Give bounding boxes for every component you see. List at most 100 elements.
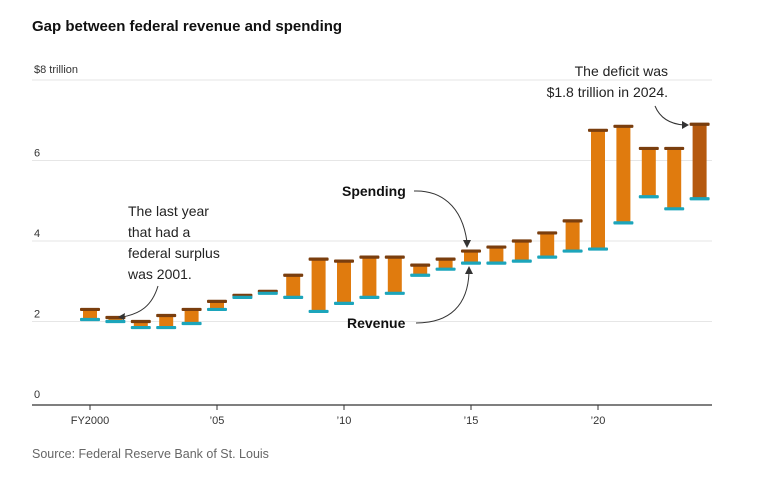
spending-marker bbox=[283, 273, 304, 277]
spending-arrow-line bbox=[413, 190, 468, 243]
gap-bar bbox=[108, 317, 123, 322]
gap-bar bbox=[641, 148, 656, 197]
gap-bar bbox=[387, 257, 402, 294]
spending-arrow-head bbox=[463, 240, 471, 248]
revenue-marker bbox=[384, 291, 405, 295]
spending-marker bbox=[664, 146, 685, 151]
revenue-marker bbox=[537, 255, 558, 259]
deficit-annotation: The deficit was $1.8 trillion in 2024. bbox=[547, 63, 689, 129]
gap-bar bbox=[159, 315, 174, 328]
deficit-note-line-2: $1.8 trillion in 2024. bbox=[547, 84, 668, 100]
surplus-note-line-4: was 2001. bbox=[127, 266, 192, 282]
spending-marker bbox=[689, 122, 710, 126]
revenue-label-group: Revenue bbox=[347, 266, 473, 331]
spending-label: Spending bbox=[342, 183, 406, 199]
spending-marker bbox=[130, 319, 151, 324]
x-tick-label: FY2000 bbox=[71, 415, 110, 427]
bars bbox=[80, 122, 710, 330]
chart-svg: 0 2 4 6 FY2000 ’05 ’10 ’15 ’20 $8 trillion The l… bbox=[32, 63, 712, 427]
y-tick-label: 2 bbox=[34, 309, 40, 321]
chart-title: Gap between federal revenue and spending bbox=[32, 18, 343, 35]
spending-marker bbox=[334, 259, 354, 263]
revenue-marker bbox=[359, 295, 380, 299]
surplus-annotation: The last year that had a federal surplus… bbox=[118, 203, 220, 320]
revenue-marker bbox=[562, 249, 583, 253]
revenue-marker bbox=[638, 195, 659, 199]
x-tick-label: ’15 bbox=[464, 415, 479, 427]
spending-marker bbox=[410, 263, 431, 267]
gap-bar bbox=[286, 275, 301, 298]
spending-marker bbox=[359, 255, 380, 259]
x-tick-label: ’10 bbox=[337, 415, 352, 427]
revenue-arrow-line bbox=[415, 271, 470, 324]
revenue-marker bbox=[613, 221, 634, 225]
gap-bar bbox=[83, 309, 97, 320]
gap-bar bbox=[667, 148, 682, 209]
revenue-marker bbox=[308, 309, 329, 314]
spending-marker bbox=[308, 257, 329, 261]
y-tick-label: 0 bbox=[34, 389, 40, 401]
revenue-marker bbox=[486, 261, 507, 265]
surplus-note-line-2: that had a bbox=[128, 224, 190, 240]
revenue-marker bbox=[207, 307, 227, 312]
gap-bar bbox=[362, 257, 377, 298]
revenue-label: Revenue bbox=[347, 315, 406, 331]
spending-marker bbox=[207, 299, 227, 303]
spending-marker bbox=[435, 257, 456, 261]
spending-marker bbox=[181, 307, 202, 312]
y-tick-label: 4 bbox=[34, 228, 40, 240]
gap-bar bbox=[133, 321, 148, 328]
deficit-arrow-head bbox=[682, 121, 689, 129]
spending-marker bbox=[613, 124, 634, 128]
spending-marker bbox=[461, 249, 481, 253]
spending-marker bbox=[486, 245, 507, 249]
revenue-marker bbox=[156, 325, 177, 330]
spending-marker bbox=[537, 231, 558, 235]
spending-marker bbox=[384, 255, 405, 259]
gap-bar bbox=[692, 124, 707, 199]
revenue-marker bbox=[410, 273, 431, 277]
revenue-marker bbox=[283, 295, 304, 299]
spending-marker bbox=[562, 219, 583, 223]
y-tick-label: 6 bbox=[34, 148, 40, 160]
revenue-marker bbox=[461, 261, 481, 265]
spending-marker bbox=[511, 239, 532, 243]
revenue-marker bbox=[80, 317, 100, 322]
gap-bar bbox=[337, 261, 351, 304]
gap-bar bbox=[616, 126, 631, 223]
gap-bar bbox=[464, 251, 478, 264]
spending-marker bbox=[588, 128, 608, 132]
gap-bar bbox=[514, 241, 529, 262]
revenue-marker bbox=[257, 291, 278, 295]
revenue-arrow-head bbox=[465, 266, 473, 274]
spending-marker bbox=[638, 146, 659, 151]
revenue-marker bbox=[105, 319, 126, 324]
revenue-marker bbox=[232, 295, 253, 299]
revenue-marker bbox=[511, 259, 532, 263]
revenue-marker bbox=[130, 325, 151, 330]
revenue-marker bbox=[181, 321, 202, 326]
revenue-marker bbox=[588, 247, 608, 251]
surplus-note-line-1: The last year bbox=[128, 203, 209, 219]
source-note: Source: Federal Reserve Bank of St. Loui… bbox=[32, 447, 269, 461]
gap-bar bbox=[413, 265, 428, 276]
spending-marker bbox=[156, 313, 177, 318]
deficit-arrow-line bbox=[654, 105, 685, 126]
revenue-marker bbox=[435, 267, 456, 271]
gap-bar bbox=[540, 232, 555, 258]
revenue-marker bbox=[689, 197, 710, 201]
revenue-marker bbox=[664, 207, 685, 211]
gap-bar bbox=[210, 301, 224, 310]
gap-bar bbox=[438, 259, 453, 270]
surplus-note-line-3: federal surplus bbox=[128, 245, 220, 261]
x-tick-label: ’05 bbox=[210, 415, 225, 427]
x-tick-label: ’20 bbox=[591, 415, 606, 427]
gap-bar bbox=[489, 247, 504, 264]
gap-bar bbox=[565, 220, 580, 252]
revenue-marker bbox=[334, 301, 354, 305]
gap-bar bbox=[591, 130, 605, 250]
surplus-arrow-head bbox=[118, 313, 125, 320]
spending-marker bbox=[80, 307, 100, 312]
y-axis-unit-label: $8 trillion bbox=[34, 64, 78, 76]
surplus-arrow-line bbox=[121, 285, 159, 318]
